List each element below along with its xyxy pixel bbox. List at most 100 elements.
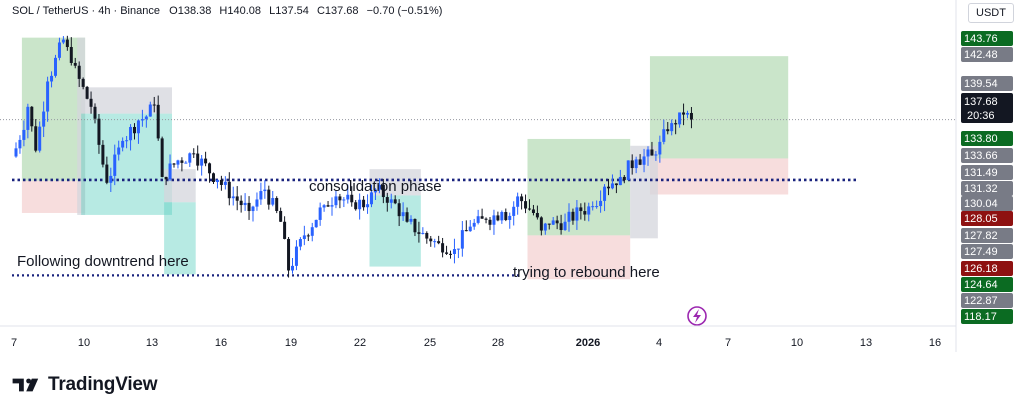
candle-body xyxy=(603,186,607,201)
candle-body xyxy=(168,163,172,180)
candle-body xyxy=(626,160,630,181)
candle-body xyxy=(152,104,156,106)
candle-body xyxy=(531,209,535,213)
candle-body xyxy=(26,106,30,130)
candle-body xyxy=(555,220,559,224)
candle-body xyxy=(634,159,638,169)
zone-rebound-green xyxy=(527,138,631,236)
candle-body xyxy=(437,241,441,244)
price-tag-label: 139.54 xyxy=(964,78,998,90)
open-value: 138.38 xyxy=(177,5,212,17)
price-tag-bg xyxy=(961,293,1013,308)
x-tick-label: 25 xyxy=(424,337,436,349)
price-tag-bg xyxy=(961,244,1013,259)
candle-body xyxy=(93,106,97,119)
candle-body xyxy=(275,198,279,211)
candle-body xyxy=(599,200,603,207)
candle-body xyxy=(101,144,105,165)
candle-body xyxy=(575,207,579,221)
candle-body xyxy=(476,216,480,223)
candle-body xyxy=(674,123,678,125)
candle-body xyxy=(34,126,38,151)
tradingview-brand[interactable]: TradingView xyxy=(12,374,158,396)
candle-body xyxy=(638,159,642,165)
candle-body xyxy=(89,98,93,107)
candle-body xyxy=(520,196,524,202)
candle-body xyxy=(97,118,101,145)
candle-body xyxy=(385,197,389,203)
annotation-text: consolidation phase xyxy=(309,178,442,195)
candle-body xyxy=(559,223,563,231)
symbol-name[interactable]: SOL / TetherUS · 4h · Binance xyxy=(12,5,160,17)
candle-body xyxy=(425,232,429,239)
candle-body xyxy=(160,138,164,177)
candle-body xyxy=(346,194,350,200)
candle-body xyxy=(330,205,334,207)
candle-body xyxy=(271,198,275,205)
candle-body xyxy=(441,243,445,253)
candle-body xyxy=(61,39,65,43)
candle-body xyxy=(571,211,575,221)
tradingview-wordmark: TradingView xyxy=(48,374,158,395)
candle-body xyxy=(215,179,219,182)
candle-body xyxy=(452,249,456,254)
candle-body xyxy=(227,181,231,199)
candles xyxy=(14,35,693,278)
price-tag-bg xyxy=(961,76,1013,91)
price-tag-label: 124.64 xyxy=(964,279,998,291)
candle-body xyxy=(192,153,196,155)
candle-body xyxy=(251,206,255,212)
x-tick-label: 16 xyxy=(929,337,941,349)
candle-body xyxy=(401,212,405,217)
candle-body xyxy=(610,183,614,189)
price-tag-bg xyxy=(961,228,1013,243)
price-tag-bg xyxy=(961,148,1013,163)
price-tag-label: 127.49 xyxy=(964,246,998,258)
price-tag-label: 143.76 xyxy=(964,33,998,45)
candle-body xyxy=(654,154,658,156)
x-tick-label: 10 xyxy=(78,337,90,349)
candle-body xyxy=(133,126,136,134)
candle-body xyxy=(204,158,208,164)
candle-body xyxy=(223,181,227,185)
candle-body xyxy=(397,203,401,217)
candle-body xyxy=(212,173,215,182)
candle-body xyxy=(500,212,504,221)
candle-body xyxy=(38,126,42,151)
high-label: H xyxy=(219,5,228,17)
price-tag-label: 130.04 xyxy=(964,198,998,210)
price-tag-label: 126.18 xyxy=(964,263,998,275)
candle-body xyxy=(239,200,243,206)
candle-body xyxy=(298,239,302,247)
candle-body xyxy=(528,208,531,210)
close-value: 137.68 xyxy=(324,5,359,17)
candle-body xyxy=(449,253,452,255)
candle-body xyxy=(614,183,618,186)
price-tag-bg xyxy=(961,309,1013,324)
candle-body xyxy=(342,199,346,201)
candle-body xyxy=(267,189,271,205)
candle-body xyxy=(563,221,567,231)
candle-body xyxy=(377,184,381,190)
candle-body xyxy=(117,147,121,155)
candle-body xyxy=(429,238,433,242)
candle-body xyxy=(413,218,417,233)
currency-button[interactable]: USDT xyxy=(968,3,1014,23)
candle-body xyxy=(322,205,326,208)
price-tag-label: 127.82 xyxy=(964,230,998,242)
candle-body xyxy=(125,140,129,142)
candle-body xyxy=(30,106,34,127)
candle-body xyxy=(85,86,89,99)
price-tag-bg xyxy=(961,47,1013,62)
candle-body xyxy=(18,139,22,149)
candle-body xyxy=(504,212,508,221)
candle-body xyxy=(243,202,247,206)
candle-body xyxy=(480,216,484,219)
candle-body xyxy=(417,232,421,234)
candle-body xyxy=(421,232,425,234)
candle-body xyxy=(445,252,449,254)
price-tag-label: 118.17 xyxy=(964,311,997,323)
candle-body xyxy=(583,211,587,215)
candle-body xyxy=(362,199,366,208)
